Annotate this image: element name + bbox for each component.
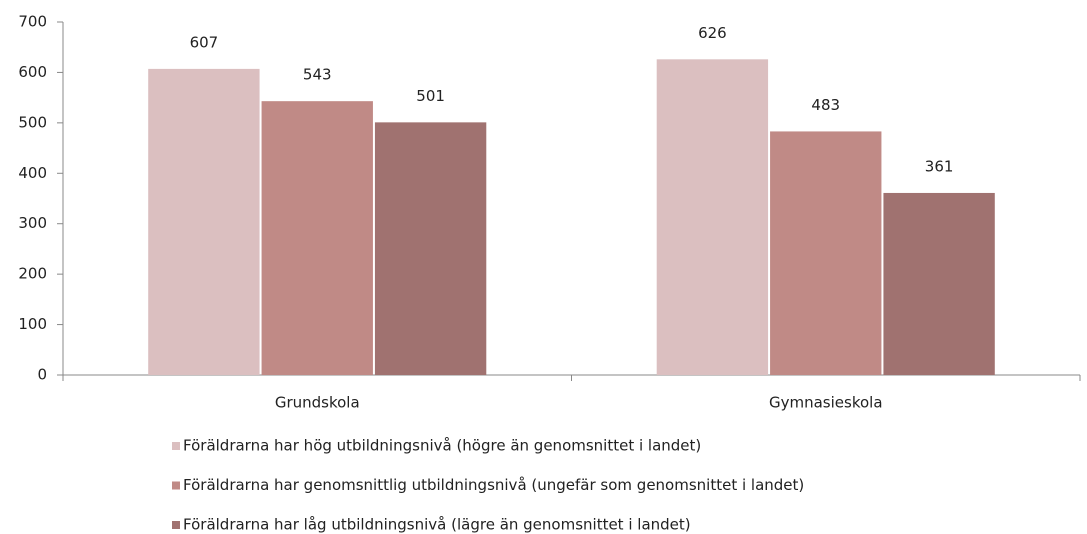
bar (374, 122, 487, 375)
data-label: 483 (811, 96, 840, 114)
bar (883, 192, 995, 375)
bar (656, 59, 769, 376)
y-tick-label: 400 (18, 164, 47, 182)
bar (261, 101, 373, 376)
legend-swatch (172, 521, 180, 529)
y-tick-label: 500 (18, 113, 47, 131)
legend-label: Föräldrarna har låg utbildningsnivå (läg… (183, 516, 691, 534)
data-label: 626 (698, 24, 727, 42)
legend-swatch (172, 481, 180, 490)
y-tick-label: 200 (18, 265, 47, 283)
y-tick-label: 100 (18, 315, 47, 333)
y-tick-label: 0 (37, 366, 47, 384)
x-tick-label: Gymnasieskola (769, 394, 883, 412)
y-tick-label: 700 (18, 13, 47, 31)
data-label: 361 (925, 157, 954, 175)
legend-label: Föräldrarna har genomsnittlig utbildning… (183, 476, 804, 494)
data-label: 501 (416, 87, 445, 105)
bar (770, 131, 882, 375)
legend-label: Föräldrarna har hög utbildningsnivå (hög… (183, 437, 701, 455)
x-tick-label: Grundskola (275, 394, 360, 412)
y-tick-label: 300 (18, 214, 47, 232)
data-label: 543 (303, 66, 332, 84)
data-label: 607 (190, 33, 219, 51)
legend-swatch (172, 442, 180, 450)
bar (148, 68, 260, 376)
y-tick-label: 600 (18, 63, 47, 81)
